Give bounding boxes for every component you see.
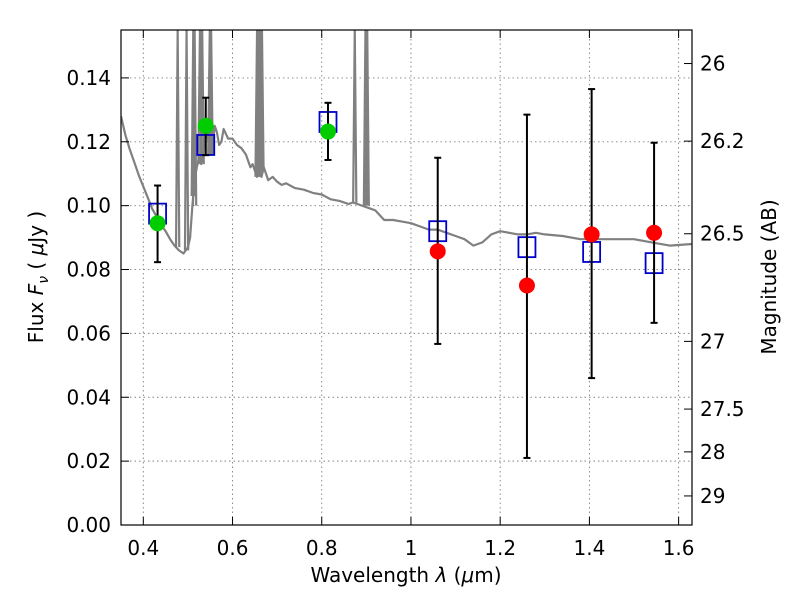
y2-tick-label: 26 bbox=[700, 52, 725, 76]
emission-line bbox=[352, 30, 358, 203]
y2-tick-label: 28 bbox=[700, 440, 725, 464]
y2-tick-label: 26.5 bbox=[700, 222, 745, 246]
grid bbox=[121, 30, 692, 526]
emission-line bbox=[191, 30, 198, 206]
x-tick-label: 1.2 bbox=[484, 536, 516, 560]
y2-tick-label: 27 bbox=[700, 329, 725, 353]
photometry-point bbox=[149, 215, 166, 232]
emission-line bbox=[364, 30, 370, 206]
y2-tick-label: 29 bbox=[700, 484, 725, 508]
x-tick-label: 0.4 bbox=[127, 536, 159, 560]
y-tick-label: 0.00 bbox=[66, 513, 111, 537]
y-tick-label: 0.06 bbox=[66, 321, 111, 345]
y-tick-label: 0.12 bbox=[66, 130, 111, 154]
photometry-point bbox=[197, 117, 214, 134]
plot-area bbox=[121, 30, 692, 255]
ticks: 0.4 0.6 0.8 1 1.2 1.4 1.6 0.00 0.02 0.04 0.06 0.08 0… bbox=[66, 30, 745, 560]
y-tick-label: 0.10 bbox=[66, 194, 111, 218]
y2-axis-label: Magnitude (AB) bbox=[757, 199, 781, 354]
emission-line bbox=[183, 30, 190, 251]
y2-tick-label: 26.2 bbox=[700, 129, 745, 153]
photometry-point bbox=[518, 277, 535, 294]
x-tick-label: 1.6 bbox=[663, 536, 695, 560]
x-tick-label: 0.6 bbox=[217, 536, 249, 560]
emission-line bbox=[174, 30, 181, 248]
photometry-point bbox=[583, 226, 600, 243]
plot-frame bbox=[120, 29, 693, 526]
y-tick-label: 0.02 bbox=[66, 449, 111, 473]
y2-tick-label: 27.5 bbox=[700, 397, 745, 421]
photometry-point bbox=[646, 224, 663, 241]
y-tick-label: 0.14 bbox=[66, 66, 111, 90]
emission-line bbox=[208, 30, 214, 155]
y-tick-label: 0.04 bbox=[66, 385, 111, 409]
y-axis-label: Flux Fν ( μJy ) bbox=[24, 211, 52, 343]
markers bbox=[148, 88, 664, 459]
y-tick-label: 0.08 bbox=[66, 258, 111, 282]
photometry-point bbox=[319, 123, 336, 140]
x-tick-label: 0.8 bbox=[306, 536, 338, 560]
x-axis-label: Wavelength λ (μm) bbox=[310, 563, 501, 587]
x-tick-label: 1 bbox=[405, 536, 418, 560]
emission-line bbox=[259, 30, 265, 171]
photometry-point bbox=[429, 243, 446, 260]
x-tick-label: 1.4 bbox=[573, 536, 605, 560]
